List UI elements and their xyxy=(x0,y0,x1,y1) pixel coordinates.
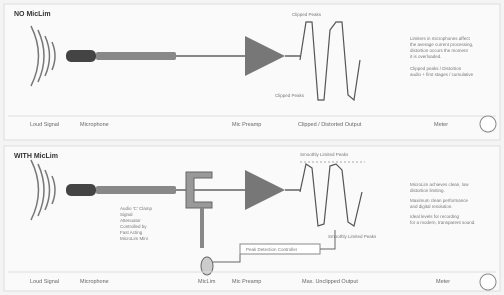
description: Ideal levels for recording xyxy=(410,214,460,219)
description: the average current processing, xyxy=(410,42,473,47)
description: Limiters in microphones affect xyxy=(410,36,470,41)
description: for a modern, transparent sound. xyxy=(410,220,476,225)
stage-label: Mic Preamp xyxy=(232,122,261,128)
clamp-note: Fast Acting xyxy=(120,230,143,235)
stage-label: Max. Unclipped Output xyxy=(302,279,358,285)
clamp-note: Signal xyxy=(120,212,133,217)
stage-label: Loud Signal xyxy=(30,279,59,285)
stage-label: Microphone xyxy=(80,279,109,285)
description: and digital resolution. xyxy=(410,204,453,209)
annotation: Clipped Peaks xyxy=(292,12,322,17)
meter-icon xyxy=(480,116,496,132)
clamp-note: MicroLim Mini xyxy=(120,236,148,241)
stage-label: Microphone xyxy=(80,122,109,128)
mic-body xyxy=(96,186,176,194)
clamp-note: Audio 'C' Clamp xyxy=(120,206,152,211)
stage-label: Clipped / Distorted Output xyxy=(298,122,362,128)
description: Maximum clean performance xyxy=(410,198,469,203)
annotation: Smoothly Limited Peaks xyxy=(300,152,349,157)
stage-label: Meter xyxy=(434,122,448,128)
stage-label: Meter xyxy=(436,279,450,285)
stage-label: MicLim xyxy=(198,279,216,285)
description: Clipped peaks / Distortion xyxy=(410,66,462,71)
panel-title: WITH MicLim xyxy=(14,153,58,160)
controller-label: Peak Detection Controller xyxy=(246,247,298,252)
description: distortion limiting. xyxy=(410,188,445,193)
description: MicroLim achieves clean, low xyxy=(410,182,469,187)
clamp-note: Attenuator xyxy=(120,218,141,223)
description: distortion occurs the moment xyxy=(410,48,469,53)
panel-title: NO MicLim xyxy=(14,11,51,18)
stage-label: Mic Preamp xyxy=(232,279,261,285)
description: it is overloaded. xyxy=(410,54,442,59)
diagram: NO MicLim Clipped Peaks Clipped Peaks Li… xyxy=(0,0,504,295)
clamp-screw xyxy=(200,208,204,248)
annotation: Smoothly Limited Peaks xyxy=(328,234,377,239)
description: audio + first stages / cumulative xyxy=(410,72,474,77)
mic-body xyxy=(96,52,176,60)
clamp-note: Controlled by xyxy=(120,224,147,229)
stage-label: Loud Signal xyxy=(30,122,59,128)
mic-head xyxy=(66,50,96,62)
mic-head xyxy=(66,184,96,196)
meter-icon xyxy=(480,274,496,290)
annotation: Clipped Peaks xyxy=(275,93,305,98)
